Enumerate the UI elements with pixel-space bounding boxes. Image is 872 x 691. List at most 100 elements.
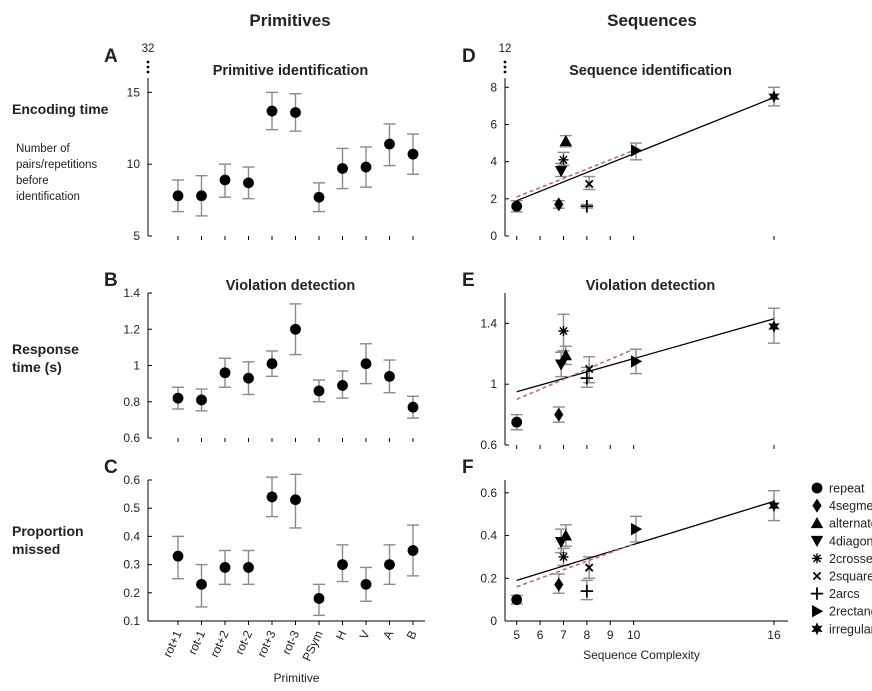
row-label-encoding: Encoding time — [12, 101, 109, 117]
data-point — [360, 578, 372, 590]
panel-b-point-rot-1 — [195, 388, 208, 412]
x-tick-label: B — [404, 628, 420, 641]
x-tick-label: 16 — [767, 628, 781, 642]
data-point — [313, 191, 325, 203]
column-title-sequences: Sequences — [607, 11, 697, 30]
panel-b-point-V — [360, 343, 372, 385]
panel-d-marker-repeat — [511, 200, 523, 212]
y-tick-label: 0 — [490, 614, 497, 628]
y-tick-label: 1 — [490, 377, 497, 391]
y-tick-label: 1.2 — [123, 322, 140, 336]
legend-label: irregular — [829, 622, 872, 636]
x-tick-label: 5 — [513, 628, 520, 642]
panel-c-point-rot-3 — [289, 473, 302, 529]
panel-d-marker-2crosses — [558, 154, 569, 165]
data-point — [172, 190, 184, 202]
panel-a-point-rot+2 — [219, 163, 231, 198]
panel-e-marker-repeat — [511, 416, 523, 428]
panel-c-point-rot+1 — [172, 535, 184, 580]
panel-d-fit-line — [516, 96, 775, 202]
panel-c-point-B — [407, 524, 419, 577]
legend-label: alternate — [829, 517, 872, 531]
legend-label: 4diagonals — [829, 534, 872, 548]
panel-f-fit-line — [516, 500, 775, 582]
y-tick-label: 1 — [133, 359, 140, 373]
axis-break-dot — [146, 60, 150, 64]
panel-a-point-rot-3 — [289, 93, 302, 132]
panel-b-point-rot+3 — [266, 350, 278, 378]
axis-break-dot — [146, 65, 150, 69]
y-tick-label: 6 — [490, 117, 497, 131]
y-tick-label: 0.2 — [123, 586, 140, 600]
x-tick-label: A — [380, 628, 396, 641]
panel-a-point-PSym — [313, 182, 325, 213]
data-point — [196, 394, 207, 406]
axis-break-dot — [503, 60, 507, 64]
axis-break-label: 12 — [499, 43, 512, 55]
panel-b-point-H — [336, 370, 349, 399]
panel-e-marker-irregular — [768, 319, 780, 333]
legend-marker — [812, 553, 822, 564]
x-tick-label: 8 — [584, 628, 591, 642]
panel-f-marker-2arcs — [580, 584, 594, 598]
panel-d-y-axis: 0 2 4 6 8 — [490, 78, 509, 243]
panel-f-dashed-fit-line — [516, 543, 634, 588]
panel-a-point-B — [407, 133, 419, 175]
panel-b-point-rot-3 — [289, 303, 302, 356]
panel-f-marker-2crosses — [558, 551, 569, 562]
panel-c-xlabel: Primitive — [273, 671, 319, 685]
y-tick-label: 15 — [127, 85, 141, 99]
panel-letter-d: D — [462, 46, 476, 67]
data-point — [313, 385, 325, 397]
legend-marker — [810, 517, 824, 529]
y-tick-label: 8 — [490, 80, 497, 94]
x-tick-label: rot-2 — [232, 628, 255, 657]
panel-c-point-rot-1 — [195, 563, 208, 608]
x-tick-label: V — [357, 628, 373, 641]
data-point — [243, 372, 254, 384]
panel-f-marker-2rectangles — [631, 522, 643, 536]
panel-letter-c: C — [104, 457, 118, 478]
panel-c-point-PSym — [313, 583, 325, 617]
panel-e-fit-line — [516, 318, 775, 393]
y-tick-label: 4 — [490, 155, 497, 169]
data-point — [313, 593, 325, 604]
legend-item-2arcs: 2arcs — [810, 587, 860, 601]
panel-f-x-axis: 5 6 7 8 9 10 16 Sequence Complexity — [505, 620, 788, 662]
x-tick-label: PSym — [300, 628, 326, 663]
panel-d-dashed-fit-line — [516, 149, 634, 198]
row-label-missed-1: Proportion — [12, 523, 84, 539]
y-tick-label: 0.3 — [123, 558, 140, 572]
legend-item-2rectangles: 2rectangles — [812, 605, 872, 619]
data-point — [172, 392, 184, 404]
panel-e-x-ticks — [516, 445, 775, 449]
data-point — [196, 190, 207, 202]
y-tick-label: 5 — [133, 229, 140, 243]
data-point — [243, 562, 254, 573]
legend-label: 2arcs — [829, 587, 860, 601]
panel-d-marker-2squares — [584, 179, 594, 189]
panel-a-title: Primitive identification — [213, 63, 369, 79]
panel-a-point-A — [383, 123, 396, 167]
panel-e-marker-alternate — [559, 349, 573, 361]
panel-a-point-rot+1 — [172, 179, 184, 213]
panel-d-axis-break: 12 — [499, 43, 512, 74]
legend-item-4segments: 4segments — [812, 498, 872, 513]
panel-e-marker-2crosses — [558, 326, 569, 336]
x-tick-label: 9 — [607, 628, 614, 642]
panel-b-point-rot+2 — [219, 357, 231, 388]
panel-c-point-H — [336, 544, 349, 583]
legend-item-2squares: 2squares — [812, 570, 872, 584]
x-tick-label: rot+2 — [207, 628, 232, 659]
panel-d-x-ticks — [516, 236, 775, 240]
row-sublabel-1: Number of — [16, 143, 70, 155]
data-point — [337, 163, 348, 174]
x-tick-label: 7 — [560, 628, 567, 642]
legend-marker — [811, 482, 823, 494]
data-point — [360, 161, 372, 173]
panel-a-x-ticks — [177, 236, 414, 240]
data-point — [384, 370, 395, 382]
